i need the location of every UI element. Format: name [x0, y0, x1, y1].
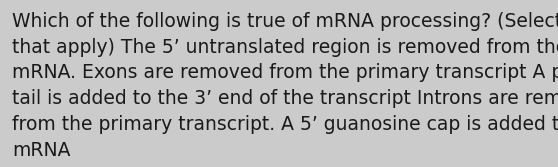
Text: mRNA. Exons are removed from the primary transcript A poly-A: mRNA. Exons are removed from the primary… [12, 63, 558, 82]
Text: that apply) The 5’ untranslated region is removed from the: that apply) The 5’ untranslated region i… [12, 38, 558, 57]
Text: mRNA: mRNA [12, 141, 71, 160]
Text: tail is added to the 3’ end of the transcript Introns are removed: tail is added to the 3’ end of the trans… [12, 89, 558, 108]
Text: from the primary transcript. A 5’ guanosine cap is added to the: from the primary transcript. A 5’ guanos… [12, 115, 558, 134]
Text: Which of the following is true of mRNA processing? (Select all: Which of the following is true of mRNA p… [12, 12, 558, 31]
